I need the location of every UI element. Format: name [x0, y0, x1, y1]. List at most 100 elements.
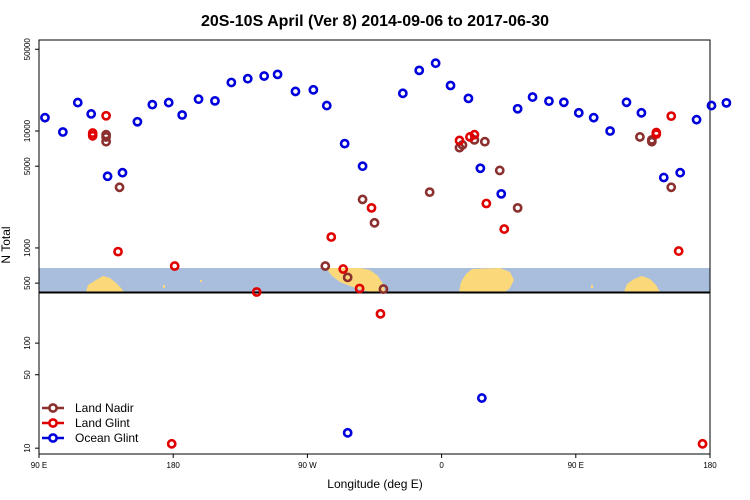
ocean-glint-point	[706, 100, 717, 111]
y-axis-label: N Total	[0, 226, 13, 263]
ocean-glint-point	[430, 58, 441, 69]
y-tick-label: 50	[23, 370, 32, 379]
ocean-glint-point	[226, 77, 237, 88]
ocean-glint-point	[242, 73, 253, 84]
ocean-glint-point	[57, 127, 68, 137]
land-nadir-point	[342, 272, 353, 283]
land-glint-point	[87, 128, 98, 138]
ocean-glint-point	[445, 80, 456, 91]
top-panel-frame	[38, 39, 711, 293]
land-nadir-point	[369, 217, 380, 228]
legend-marker-land-glint	[48, 418, 58, 428]
map-land-island-2	[200, 280, 202, 282]
world-map-strip	[39, 268, 710, 292]
ocean-glint-point	[308, 84, 319, 95]
land-glint-point	[469, 129, 480, 140]
ocean-glint-point	[721, 97, 732, 108]
ocean-glint-point	[177, 110, 188, 120]
y-axis-top: 500 1000 5000 10000 50000	[23, 38, 39, 290]
ocean-glint-point	[414, 65, 425, 76]
x-tick-label: 0	[439, 461, 444, 470]
legend-label-land-glint: Land Glint	[75, 416, 130, 430]
ocean-glint-point	[573, 107, 584, 118]
x-tick-label: 180	[703, 461, 717, 470]
ocean-glint-point	[527, 92, 538, 102]
chart-title: 20S-10S April (Ver 8) 2014-09-06 to 2017…	[201, 13, 549, 30]
y-tick-label: 1000	[23, 238, 32, 256]
legend-marker-land-nadir	[48, 403, 58, 413]
land-nadir-point	[646, 134, 657, 145]
ocean-glint-point	[544, 96, 554, 107]
land-nadir-point	[479, 136, 490, 147]
legend-label-land-nadir: Land Nadir	[75, 401, 134, 415]
land-glint-point	[338, 264, 349, 274]
ocean-glint-point	[102, 171, 113, 182]
ocean-glint-point	[339, 138, 350, 149]
x-tick-label: 90 E	[568, 461, 584, 470]
data-points	[40, 58, 732, 449]
ocean-glint-point	[342, 427, 353, 438]
bottom-panel-frame	[38, 292, 711, 455]
ocean-glint-point	[72, 97, 83, 108]
ocean-glint-point	[658, 172, 669, 183]
land-nadir-point	[512, 202, 523, 213]
ocean-glint-point	[691, 114, 702, 125]
ocean-glint-point	[321, 100, 332, 111]
land-glint-point	[481, 198, 492, 209]
land-glint-point	[666, 111, 677, 122]
ocean-glint-point	[463, 93, 474, 104]
ocean-glint-point	[86, 109, 97, 119]
land-glint-point	[366, 202, 377, 213]
ocean-glint-point	[605, 126, 615, 136]
land-glint-point	[113, 246, 123, 257]
legend-marker-ocean-glint	[48, 433, 58, 443]
land-glint-point	[454, 135, 465, 146]
land-nadir-point	[114, 182, 125, 193]
land-nadir-point	[320, 261, 331, 271]
legend-label-ocean-glint: Ocean Glint	[75, 431, 139, 445]
land-glint-point	[101, 110, 111, 121]
land-glint-point	[651, 127, 662, 138]
map-land-africa	[459, 268, 514, 292]
y-tick-label: 500	[23, 276, 32, 290]
y-tick-label: 50000	[23, 38, 32, 61]
map-land-island-1	[163, 285, 165, 288]
ocean-glint-point	[675, 167, 686, 178]
ocean-glint-point	[496, 188, 507, 199]
y-tick-label: 5000	[23, 157, 32, 175]
land-glint-point	[697, 438, 708, 449]
land-glint-point	[169, 261, 180, 271]
x-tick-label: 90 W	[298, 461, 317, 470]
map-land-island-3	[591, 285, 593, 288]
ocean-glint-point	[193, 94, 204, 105]
ocean-glint-point	[588, 112, 599, 123]
land-nadir-point	[424, 187, 435, 198]
ocean-glint-point	[476, 393, 487, 403]
ocean-glint-point	[357, 161, 368, 172]
ocean-glint-point	[558, 97, 569, 108]
ocean-glint-point	[621, 97, 632, 108]
ocean-glint-point	[210, 95, 220, 106]
land-glint-point	[375, 308, 386, 319]
y-tick-label: 100	[23, 336, 32, 350]
land-glint-point	[354, 283, 365, 294]
map-land-australia-east	[624, 276, 660, 292]
ocean-glint-point	[147, 99, 158, 110]
ocean-glint-point	[132, 116, 143, 127]
x-axis-label: Longitude (deg E)	[327, 477, 422, 491]
ocean-glint-point	[163, 97, 174, 108]
land-nadir-point	[378, 284, 389, 294]
land-nadir-point	[101, 129, 111, 140]
y-tick-label: 10000	[23, 119, 32, 142]
y-axis-bottom: 10 50 100	[23, 336, 39, 453]
land-glint-point	[251, 287, 262, 297]
ocean-glint-point	[272, 69, 283, 80]
land-glint-point	[326, 232, 337, 242]
y-tick-label: 10	[23, 443, 32, 452]
ocean-glint-point	[259, 71, 270, 81]
ocean-glint-point	[397, 88, 408, 99]
ocean-glint-point	[475, 163, 486, 174]
land-nadir-point	[357, 194, 368, 205]
